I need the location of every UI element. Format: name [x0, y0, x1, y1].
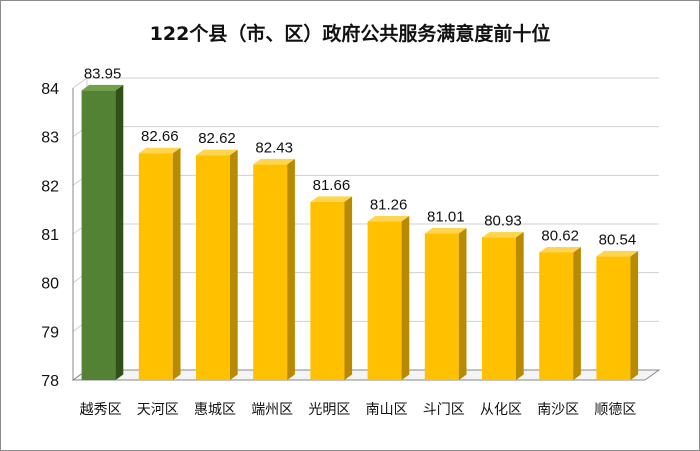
- bar-top: [138, 147, 181, 154]
- x-tick-label: 南沙区: [537, 402, 579, 418]
- data-label: 80.62: [541, 227, 579, 244]
- bar-top: [196, 149, 238, 156]
- x-tick-label: 越秀区: [80, 402, 122, 418]
- bar-side: [401, 215, 410, 380]
- bar: [596, 256, 631, 380]
- x-tick-label: 端州区: [251, 402, 293, 418]
- bar-top: [81, 84, 124, 91]
- x-tick-label: 斗门区: [423, 402, 465, 418]
- bar-top: [596, 250, 639, 257]
- data-label: 81.26: [370, 196, 408, 213]
- bar-top: [367, 215, 410, 222]
- bar: [138, 153, 173, 380]
- y-tick-label: 78: [41, 373, 59, 390]
- x-tick-label: 从化区: [480, 402, 522, 418]
- bar: [424, 233, 459, 380]
- bar-top: [539, 246, 581, 253]
- bar-side: [287, 158, 295, 380]
- y-tick-label: 83: [41, 130, 59, 147]
- y-tick-label: 80: [41, 276, 59, 293]
- bar-side: [172, 147, 181, 380]
- bar: [81, 90, 116, 380]
- bar: [310, 201, 345, 380]
- bar: [482, 237, 516, 380]
- bar-side: [344, 196, 353, 380]
- data-label: 80.54: [599, 231, 637, 248]
- data-label: 83.95: [84, 65, 122, 82]
- x-tick-label: 惠城区: [194, 402, 236, 418]
- plot-area: 78 79 80 81 82 83 84 83.95 越秀区 82.66 天河区 82.62 惠城区 82…: [41, 65, 661, 418]
- bar-side: [573, 246, 581, 380]
- bar: [253, 164, 288, 380]
- bar-side: [230, 149, 238, 380]
- bar: [367, 221, 402, 380]
- y-tick-label: 79: [41, 324, 59, 341]
- bar-top: [253, 158, 295, 165]
- data-label: 80.93: [484, 212, 522, 229]
- chart-title: 122个县（市、区）政府公共服务满意度前十位: [150, 22, 551, 45]
- x-tick-label: 南山区: [366, 402, 408, 418]
- gridline-wall: [72, 77, 88, 89]
- bar-side: [630, 250, 639, 380]
- y-tick-label: 84: [41, 81, 59, 98]
- x-tick-label: 顺德区: [594, 402, 636, 418]
- bar-side: [516, 231, 524, 380]
- bar-side: [458, 228, 467, 380]
- data-label: 81.01: [427, 209, 465, 226]
- y-tick-label: 81: [41, 227, 59, 244]
- x-tick-label: 天河区: [137, 402, 179, 418]
- bar-top: [482, 231, 524, 238]
- bar-top: [310, 196, 353, 202]
- data-label: 82.66: [141, 128, 179, 145]
- bar-side: [115, 84, 124, 380]
- bar-top: [424, 228, 467, 234]
- data-label: 82.43: [255, 139, 293, 156]
- data-label: 81.66: [313, 177, 351, 194]
- y-tick-label: 82: [41, 178, 59, 195]
- bar: [196, 155, 230, 380]
- bar: [539, 252, 574, 380]
- data-label: 82.62: [198, 130, 236, 147]
- x-tick-label: 光明区: [308, 402, 350, 418]
